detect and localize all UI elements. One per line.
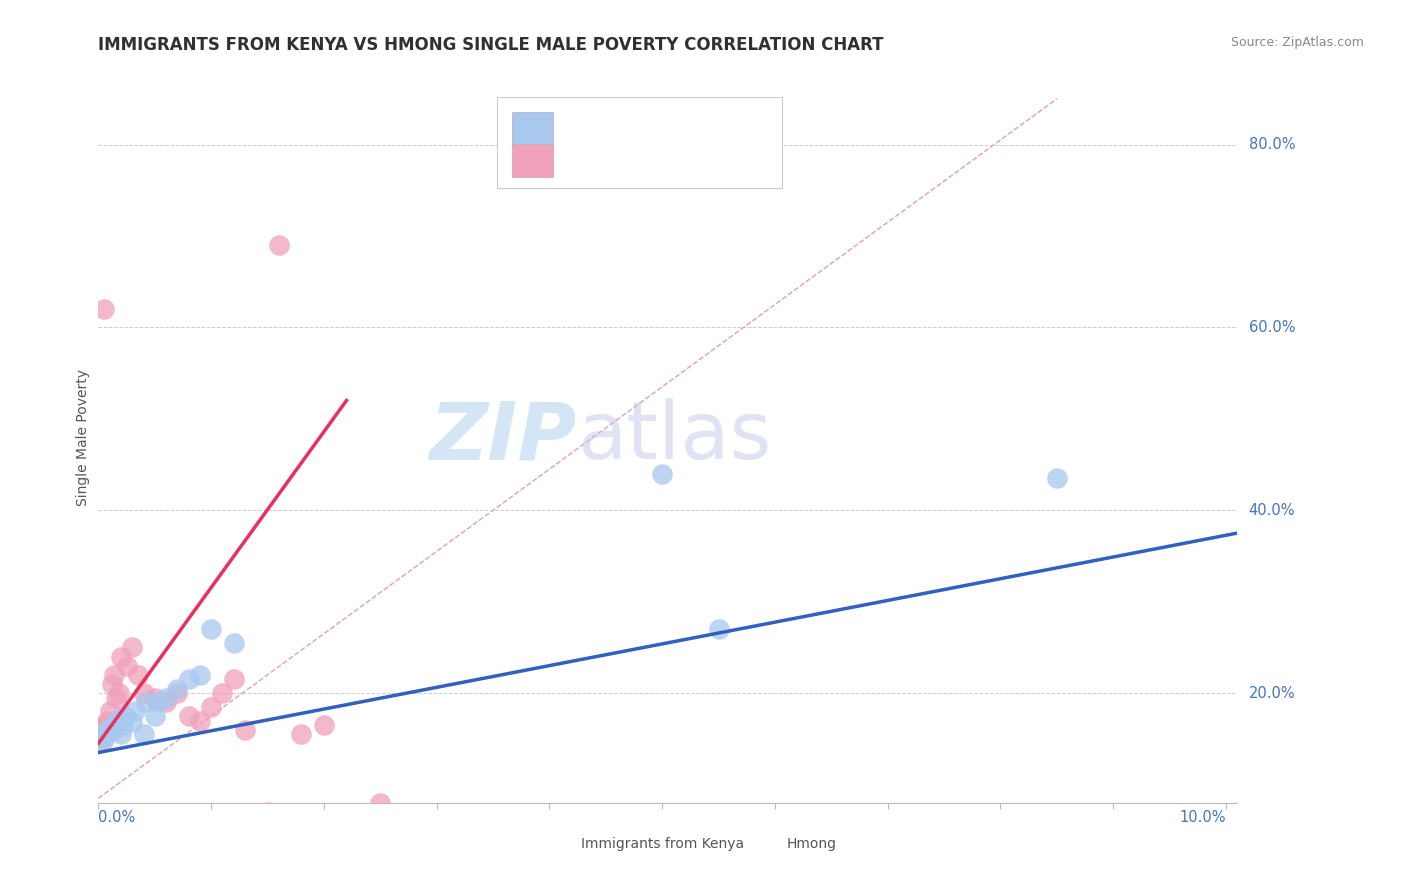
Point [135, 695, 157, 709]
Text: 10.0%: 10.0% [1180, 810, 1226, 825]
Point [155, 690, 177, 705]
Point [222, 636, 245, 650]
Point [105, 715, 128, 730]
Point [256, 805, 278, 819]
Point [91, 723, 114, 737]
Point [90, 727, 112, 741]
Text: 20.0%: 20.0% [1249, 686, 1295, 700]
FancyBboxPatch shape [543, 831, 575, 858]
Point [222, 673, 245, 687]
Point [211, 686, 233, 700]
Point [143, 690, 166, 705]
Text: ZIP: ZIP [429, 398, 576, 476]
Point [290, 727, 312, 741]
Point [155, 695, 177, 709]
Point [110, 649, 132, 664]
Point [143, 709, 166, 723]
Point [121, 715, 143, 730]
Point [200, 622, 222, 636]
Point [90, 731, 112, 746]
FancyBboxPatch shape [498, 97, 782, 188]
Point [651, 467, 673, 481]
Point [166, 686, 188, 700]
Point [132, 686, 155, 700]
Point [94, 718, 117, 732]
FancyBboxPatch shape [512, 112, 553, 146]
Point [90, 727, 112, 741]
Text: N = 32: N = 32 [676, 153, 731, 168]
Point [127, 667, 149, 681]
Point [267, 238, 290, 252]
Point [93, 302, 115, 317]
Text: Source: ZipAtlas.com: Source: ZipAtlas.com [1230, 36, 1364, 49]
Text: R = 0.483: R = 0.483 [568, 121, 648, 136]
Point [103, 667, 125, 681]
Text: atlas: atlas [576, 398, 770, 476]
Point [132, 727, 155, 741]
Point [101, 724, 124, 739]
Point [105, 690, 128, 705]
Point [96, 714, 118, 728]
Point [146, 695, 169, 709]
Point [98, 705, 121, 719]
Point [707, 622, 730, 636]
Point [114, 709, 136, 723]
Point [124, 705, 146, 719]
Text: 0.0%: 0.0% [98, 810, 135, 825]
Point [107, 712, 129, 726]
Point [96, 724, 118, 739]
Point [94, 730, 117, 744]
Point [107, 686, 129, 700]
Point [200, 699, 222, 714]
Point [312, 718, 335, 732]
Text: 60.0%: 60.0% [1249, 320, 1295, 334]
Text: 80.0%: 80.0% [1249, 137, 1295, 152]
Point [91, 733, 114, 747]
Point [112, 718, 135, 732]
Point [233, 723, 256, 737]
Point [121, 640, 143, 655]
Point [110, 727, 132, 741]
Text: Immigrants from Kenya: Immigrants from Kenya [581, 838, 744, 852]
Point [96, 718, 118, 732]
FancyBboxPatch shape [748, 831, 780, 858]
Text: 40.0%: 40.0% [1249, 503, 1295, 517]
Point [103, 718, 125, 732]
Point [89, 727, 111, 741]
Point [166, 681, 188, 696]
Text: R = 0.531: R = 0.531 [568, 153, 648, 168]
Point [177, 709, 200, 723]
Text: IMMIGRANTS FROM KENYA VS HMONG SINGLE MALE POVERTY CORRELATION CHART: IMMIGRANTS FROM KENYA VS HMONG SINGLE MA… [98, 36, 884, 54]
Text: N = 27: N = 27 [676, 121, 733, 136]
Point [188, 667, 211, 681]
Point [101, 677, 124, 691]
Point [368, 796, 391, 810]
FancyBboxPatch shape [512, 144, 553, 178]
Point [115, 658, 138, 673]
Point [177, 673, 200, 687]
Y-axis label: Single Male Poverty: Single Male Poverty [76, 368, 90, 506]
Point [188, 714, 211, 728]
Point [1046, 471, 1069, 485]
Text: Hmong: Hmong [786, 838, 837, 852]
Point [98, 721, 121, 735]
